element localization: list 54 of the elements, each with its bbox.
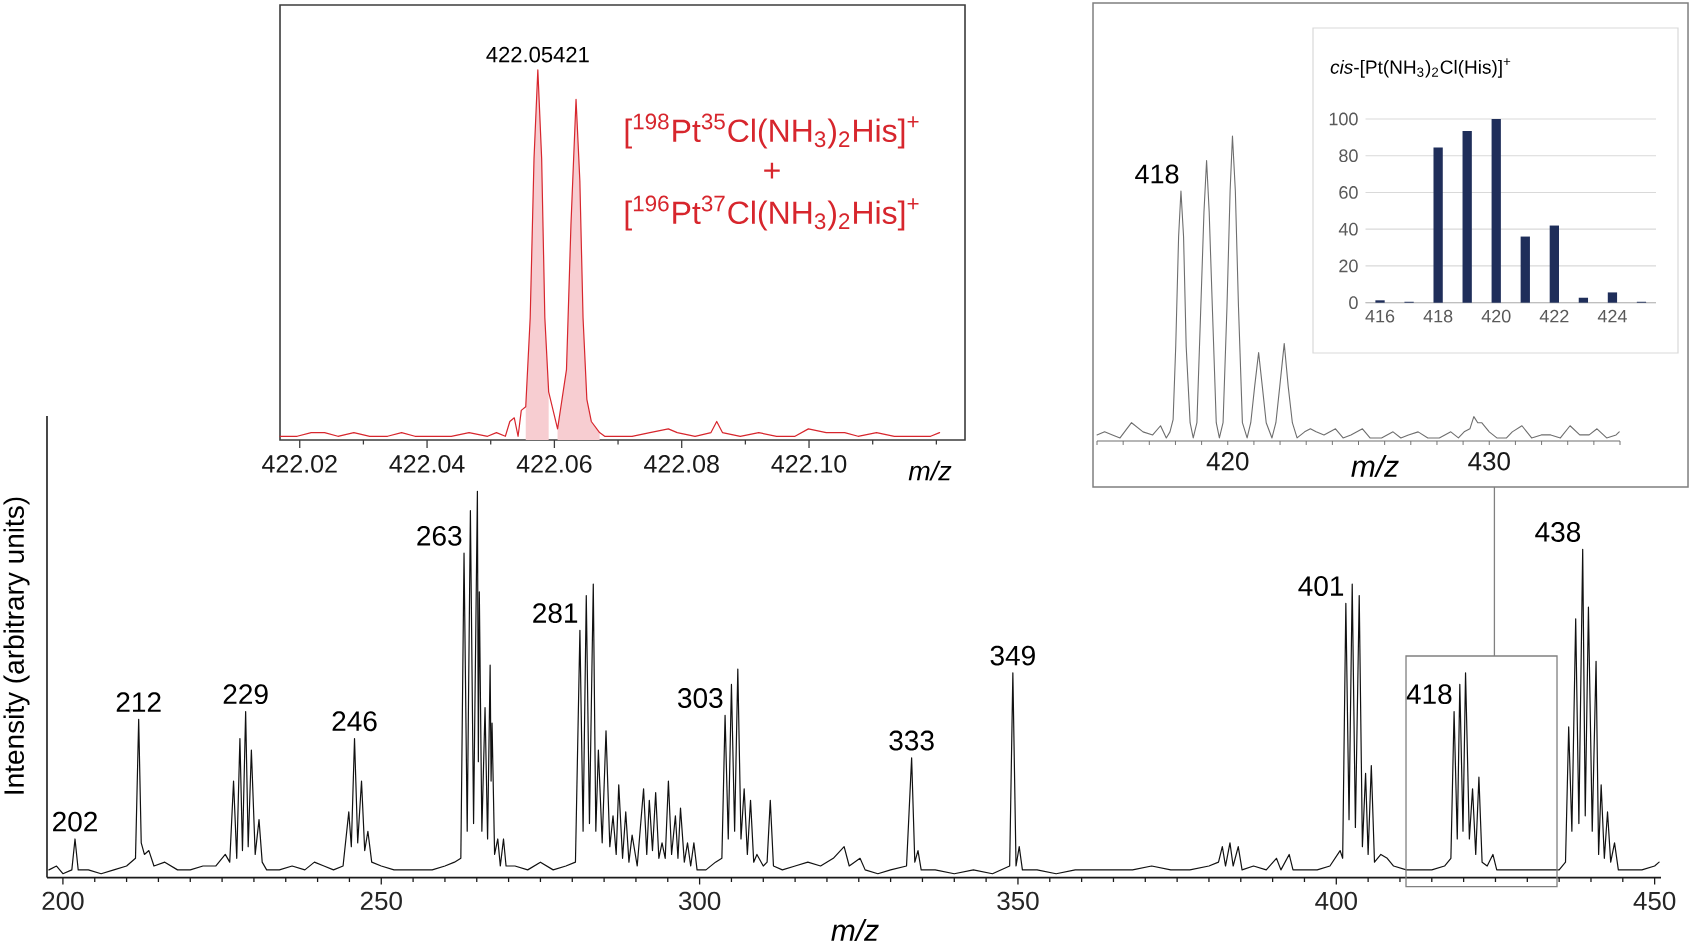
x-tick-label: 422.10: [771, 455, 847, 473]
y-tick-label: 100: [1329, 112, 1358, 126]
annotation: 401: [1298, 576, 1344, 596]
x-tick-label: 422.02: [262, 455, 337, 473]
annotation: 229: [223, 684, 268, 705]
x-axis-title: m/z: [1351, 454, 1399, 477]
x-tick-label: 416: [1365, 309, 1395, 323]
x-tick-label: 400: [1315, 891, 1357, 911]
y-tick-label: 20: [1339, 259, 1358, 273]
y-tick-label: 60: [1339, 186, 1358, 199]
annotation: 212: [116, 692, 161, 712]
annotation: +: [764, 162, 780, 179]
annotation: 281: [533, 603, 578, 623]
bar: [1607, 292, 1618, 303]
annotation: 422.05421: [486, 46, 589, 63]
text: [$^{196}$Pt$^{37}$Cl(NH$_{3}$)$_{2}$His]$^{+}$: [625, 195, 919, 231]
annotation: 418: [1135, 164, 1179, 184]
text: [$^{198}$Pt$^{35}$Cl(NH$_{3}$)$_{2}$His]$^{+}$: [625, 113, 919, 149]
bar: [1491, 119, 1501, 303]
x-tick-label: 420: [1206, 452, 1249, 471]
x-axis-title: m/z: [908, 460, 952, 481]
x-tick-label: 422.04: [389, 455, 465, 473]
annotation: 349: [990, 645, 1035, 666]
y-tick-label: 40: [1338, 222, 1358, 236]
x-tick-label: 422.06: [516, 455, 592, 473]
annotation: 202: [53, 811, 97, 832]
x-tick-label: 300: [678, 891, 721, 911]
x-tick-label: 250: [360, 891, 402, 911]
x-tick-label: 450: [1633, 891, 1676, 911]
bar: [1578, 297, 1589, 303]
y-tick-label: 0: [1349, 296, 1358, 310]
bar: [1520, 236, 1530, 303]
x-tick-label: 350: [997, 891, 1039, 911]
x-axis-title: m/z: [831, 918, 879, 941]
annotation: 246: [332, 711, 377, 732]
x-tick-label: 422: [1539, 309, 1569, 323]
y-tick-label: 80: [1339, 149, 1358, 163]
bar: [1375, 300, 1385, 303]
annotation: 303: [678, 688, 723, 708]
bar: [1549, 225, 1559, 303]
annotation: 333: [889, 730, 934, 751]
annotation: 438: [1535, 522, 1581, 542]
x-tick-label: 200: [42, 891, 84, 911]
x-tick-label: 430: [1468, 452, 1510, 471]
y-axis-title: Intensity (arbitrary units): [3, 497, 30, 794]
x-tick-label: 424: [1597, 309, 1627, 323]
bar: [1462, 130, 1472, 303]
x-tick-label: 418: [1423, 309, 1453, 323]
annotation: 263: [417, 525, 462, 546]
x-tick-label: 422.08: [644, 455, 719, 473]
x-tick-label: 420: [1481, 309, 1511, 323]
bar: [1433, 147, 1443, 303]
annotation: 418: [1406, 684, 1452, 705]
chart-title: cis-[Pt(NH$_{3}$)$_{2}$Cl(His)]$^{+}$: [1330, 58, 1511, 78]
